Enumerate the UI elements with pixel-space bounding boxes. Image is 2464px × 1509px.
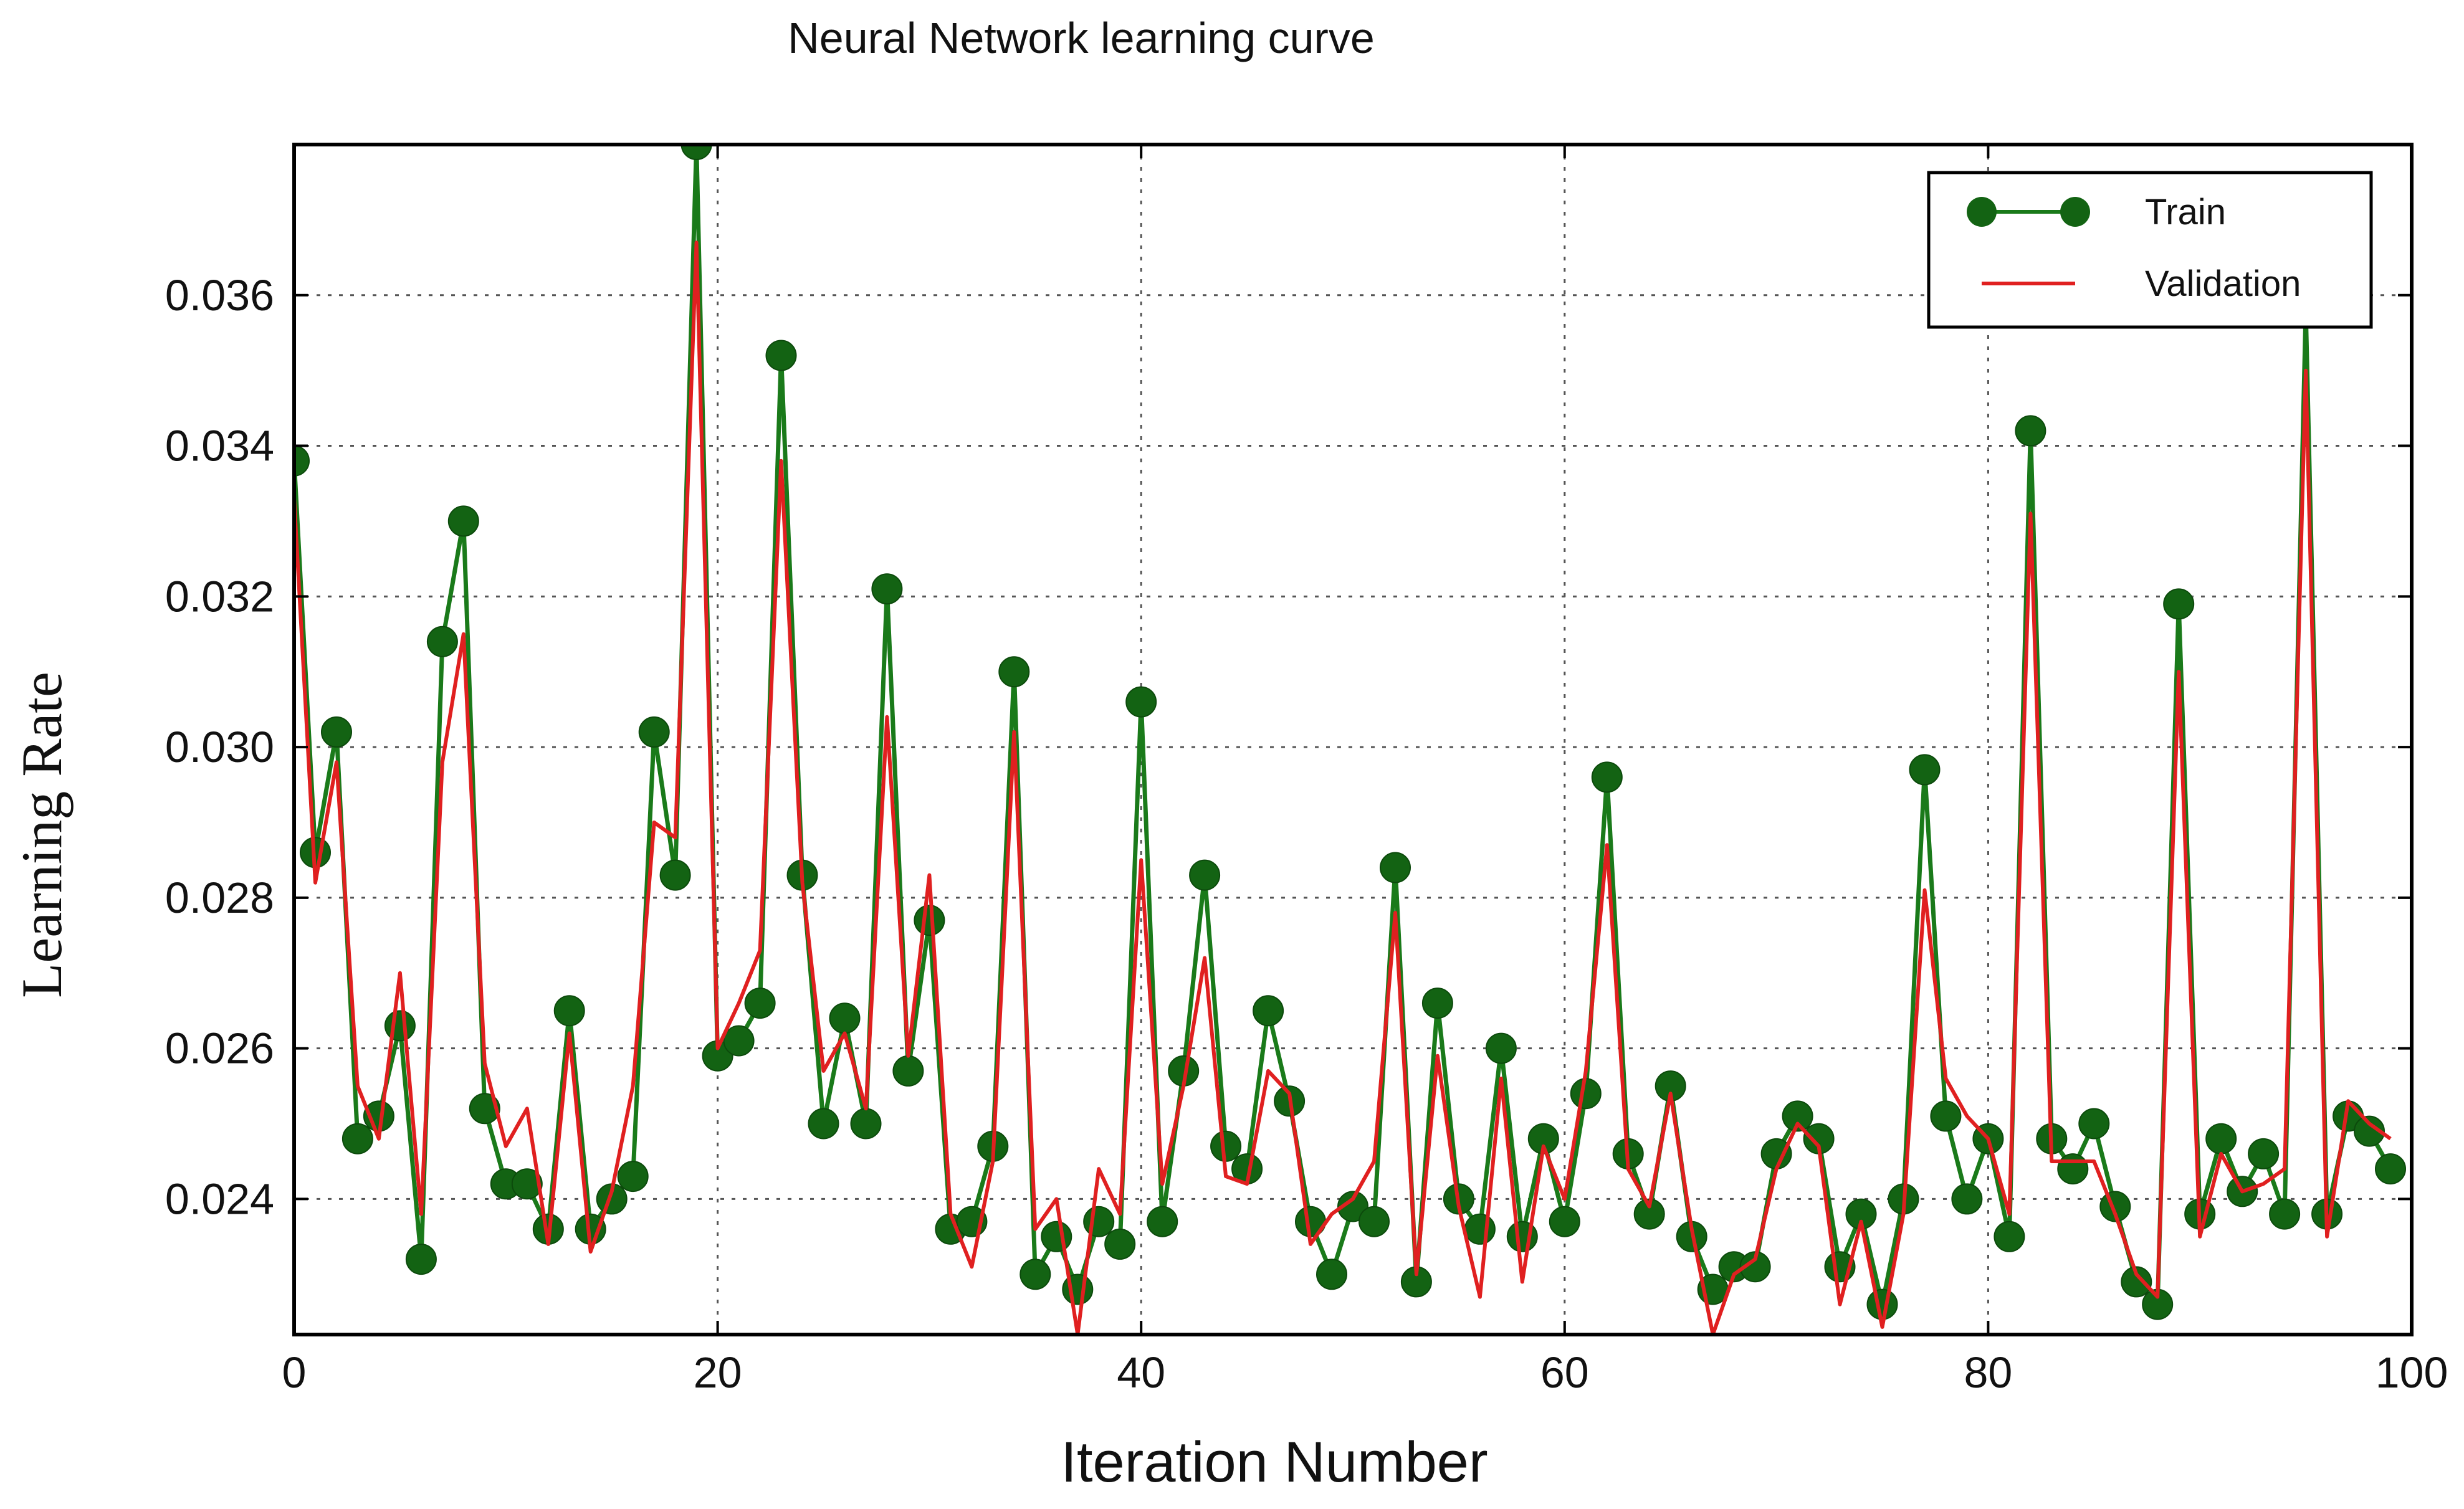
series-layer [294,145,2406,1335]
train-point [321,716,352,748]
train-point [2375,1153,2406,1185]
train-point [1147,1206,1178,1237]
train-point [2354,1115,2385,1147]
train-point [914,905,945,936]
train-point [1782,1100,1813,1132]
y-tick-label: 0.036 [165,271,274,320]
train-point [2163,588,2195,620]
y-tick-label: 0.026 [165,1024,274,1073]
train-point [723,1025,755,1057]
train-point [511,1168,543,1200]
legend-train-label: Train [2145,192,2226,232]
train-point [2248,1138,2280,1169]
train-point [1210,1130,1242,1162]
train-point [1337,1191,1368,1222]
train-point [426,626,458,657]
train-point [1041,1221,1072,1252]
train-point [998,656,1030,688]
legend: Train Validation [1927,171,2373,329]
train-point [744,988,776,1019]
train-point [469,1093,500,1125]
train-point [2078,1108,2110,1140]
train-point [405,1244,437,1275]
train-point [638,716,670,748]
train-point [1485,1032,1517,1064]
validation-series-line [294,240,2392,1335]
y-tick-label: 0.028 [165,874,274,922]
train-point [1359,1206,1390,1237]
train-point [1189,859,1221,891]
train-point [2015,415,2046,447]
train-point [2121,1266,2152,1298]
train-point [1951,1183,1983,1215]
train-point [1020,1259,1051,1290]
train-point [2057,1153,2089,1185]
train-point [1549,1206,1580,1237]
train-point [1930,1100,1962,1132]
train-point [617,1161,649,1192]
axis-ticks: 0 20 40 60 80 100 0.024 0.026 0.028 0.030 0.032 0.0… [165,145,2448,1397]
x-tick-label: 100 [2376,1348,2448,1397]
legend-train-marker [1967,197,1997,227]
train-point [680,145,712,160]
x-tick-label: 60 [1540,1348,1589,1397]
train-point [1570,1078,1602,1110]
y-axis-label: Learning Rate [10,672,74,998]
train-point [1994,1221,2025,1252]
legend-validation-label: Validation [2145,264,2301,304]
train-point [1125,686,1157,718]
y-tick-label: 0.032 [165,572,274,621]
x-tick-label: 0 [282,1348,307,1397]
train-point [850,1108,882,1140]
train-point [765,340,797,371]
y-tick-label: 0.030 [165,723,274,771]
y-tick-label: 0.024 [165,1174,274,1223]
train-point [384,1010,416,1042]
x-tick-label: 20 [694,1348,742,1397]
train-point [1380,852,1411,883]
x-axis-label: Iteration Number [1061,1430,1487,1494]
train-point [892,1055,924,1087]
y-tick-label: 0.034 [165,422,274,470]
train-point [1909,754,1941,786]
train-point [1083,1206,1115,1237]
train-point [1866,1288,1898,1320]
train-point [871,573,903,605]
x-tick-label: 40 [1117,1348,1165,1397]
chart-title: Neural Network learning curve [788,14,1375,62]
train-point [659,859,691,891]
train-point [1316,1259,1347,1290]
plot-frame [292,143,2414,1336]
x-tick-label: 80 [1964,1348,2012,1397]
train-point [2205,1123,2237,1154]
train-point [447,505,479,537]
train-point [829,1002,861,1034]
train-point [341,1123,373,1154]
train-point [294,445,310,477]
train-point [1591,761,1623,793]
train-point [1421,988,1453,1019]
train-point [1464,1213,1496,1245]
train-point [1104,1228,1136,1260]
legend-train-marker [2060,197,2090,227]
train-point [2269,1198,2301,1230]
train-point [1253,995,1284,1027]
legend-box [1927,171,2373,329]
train-point [553,995,585,1027]
train-point [808,1108,839,1140]
